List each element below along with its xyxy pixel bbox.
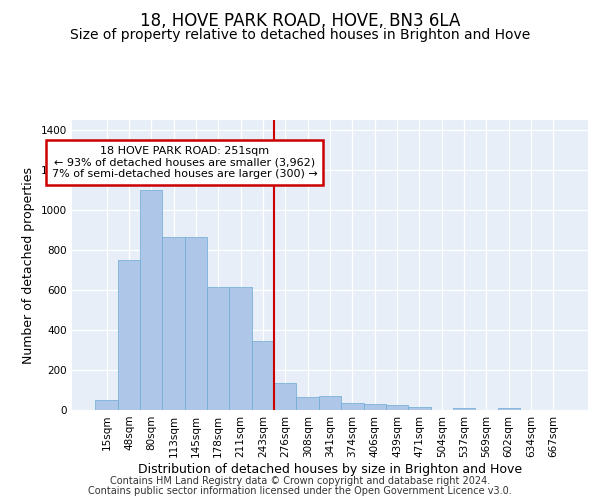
- Bar: [386, 405, 408, 410]
- Bar: [252, 341, 274, 410]
- Bar: [364, 404, 386, 410]
- Bar: [341, 403, 364, 410]
- X-axis label: Distribution of detached houses by size in Brighton and Hove: Distribution of detached houses by size …: [138, 462, 522, 475]
- Bar: [229, 287, 252, 410]
- Bar: [319, 396, 341, 410]
- Y-axis label: Number of detached properties: Number of detached properties: [22, 166, 35, 364]
- Text: 18, HOVE PARK ROAD, HOVE, BN3 6LA: 18, HOVE PARK ROAD, HOVE, BN3 6LA: [140, 12, 460, 30]
- Bar: [95, 400, 118, 410]
- Bar: [185, 237, 207, 410]
- Bar: [140, 190, 163, 410]
- Bar: [207, 287, 229, 410]
- Bar: [453, 408, 475, 410]
- Bar: [497, 408, 520, 410]
- Bar: [408, 407, 431, 410]
- Text: Contains HM Land Registry data © Crown copyright and database right 2024.: Contains HM Land Registry data © Crown c…: [110, 476, 490, 486]
- Text: 18 HOVE PARK ROAD: 251sqm
← 93% of detached houses are smaller (3,962)
7% of sem: 18 HOVE PARK ROAD: 251sqm ← 93% of detac…: [52, 146, 317, 179]
- Bar: [296, 397, 319, 410]
- Text: Contains public sector information licensed under the Open Government Licence v3: Contains public sector information licen…: [88, 486, 512, 496]
- Text: Size of property relative to detached houses in Brighton and Hove: Size of property relative to detached ho…: [70, 28, 530, 42]
- Bar: [274, 383, 296, 410]
- Bar: [118, 260, 140, 410]
- Bar: [163, 237, 185, 410]
